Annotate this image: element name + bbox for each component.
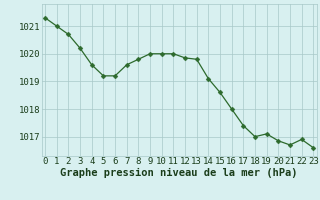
X-axis label: Graphe pression niveau de la mer (hPa): Graphe pression niveau de la mer (hPa) bbox=[60, 168, 298, 178]
